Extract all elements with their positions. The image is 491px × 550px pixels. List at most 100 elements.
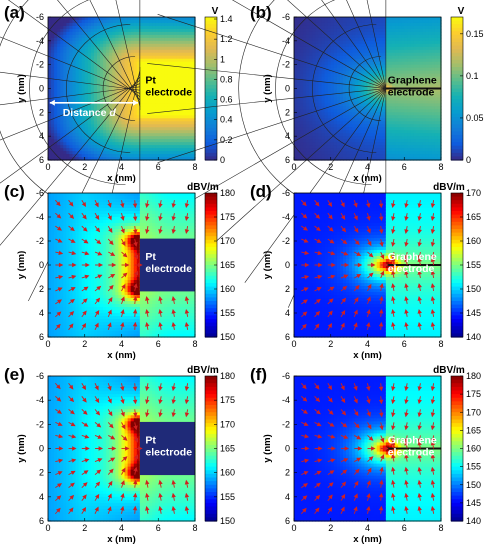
- y-tick-label: -2: [36, 60, 44, 70]
- colorbar-tick-label: 145: [466, 498, 481, 508]
- x-tick-label: 4: [119, 339, 124, 349]
- x-tick-label: 2: [328, 162, 333, 172]
- y-tick-label: 2: [39, 284, 44, 294]
- panel-label: (c): [4, 182, 25, 201]
- y-tick-label: -6: [282, 371, 290, 381]
- y-tick-label: -2: [282, 236, 290, 246]
- colorbar-tick-label: 165: [466, 212, 481, 222]
- y-tick-label: 4: [39, 492, 44, 502]
- x-axis-label: x (nm): [107, 350, 136, 361]
- colorbar-tick-label: 175: [220, 212, 235, 222]
- colorbar: 0 0.2 0.4 0.6 0.8 1 1.2 1.4V: [204, 6, 233, 165]
- heatmap: [48, 17, 196, 161]
- colorbar-tick-label: 160: [220, 468, 235, 478]
- x-tick-label: 0: [45, 339, 50, 349]
- colorbar-tick-label: 0.4: [220, 115, 233, 125]
- y-tick-label: -6: [36, 371, 44, 381]
- y-tick-label: 6: [285, 155, 290, 165]
- colorbar-tick-label: 0.1: [466, 71, 479, 81]
- y-tick-label: -4: [282, 36, 290, 46]
- y-tick-label: -6: [282, 12, 290, 22]
- y-tick-label: 4: [39, 131, 44, 141]
- colorbar-tick-label: 160: [220, 284, 235, 294]
- field-arrows: [55, 382, 190, 515]
- colorbar-tick-label: 160: [466, 236, 481, 246]
- heatmap: [294, 17, 442, 161]
- y-tick-label: 0: [285, 84, 290, 94]
- colorbar-tick-label: 1: [220, 54, 225, 64]
- y-tick-label: 6: [285, 332, 290, 342]
- x-tick-label: 6: [156, 339, 161, 349]
- colorbar-tick-label: 155: [220, 308, 235, 318]
- field-arrows: [301, 382, 436, 515]
- colorbar-tick-label: 0.8: [220, 74, 233, 84]
- colorbar-tick-label: 165: [220, 260, 235, 270]
- y-axis-label: y (nm): [262, 74, 273, 103]
- y-tick-label: -6: [36, 12, 44, 22]
- y-tick-label: -2: [36, 236, 44, 246]
- pt-electrode-block: [139, 238, 195, 292]
- colorbar-tick-label: 140: [466, 516, 481, 526]
- y-tick-label: 2: [285, 468, 290, 478]
- y-tick-label: 2: [285, 284, 290, 294]
- x-tick-label: 6: [156, 162, 161, 172]
- colorbar-unit: dBV/m: [187, 365, 219, 376]
- colorbar-tick-label: 180: [466, 371, 481, 381]
- x-tick-label: 0: [291, 339, 296, 349]
- y-tick-label: -2: [282, 60, 290, 70]
- y-tick-label: 0: [39, 260, 44, 270]
- colorbar-tick-label: 155: [466, 462, 481, 472]
- colorbar-tick-label: 165: [466, 425, 481, 435]
- colorbar-tick-label: 0.15: [466, 29, 484, 39]
- field-arrows: [55, 199, 190, 331]
- electrode-label: Pt electrode: [145, 75, 192, 99]
- y-tick-label: 4: [285, 308, 290, 318]
- panel-label: (a): [4, 3, 25, 22]
- colorbar-tick-label: 170: [466, 407, 481, 417]
- colorbar-tick-label: 180: [220, 371, 235, 381]
- x-tick-label: 6: [156, 523, 161, 533]
- y-tick-label: 6: [39, 155, 44, 165]
- x-tick-label: 8: [192, 339, 197, 349]
- colorbar-unit: V: [458, 6, 465, 17]
- colorbar-tick-label: 1.4: [220, 14, 233, 24]
- electrode-label: Graphene electrode: [388, 251, 437, 275]
- x-tick-label: 8: [438, 339, 443, 349]
- x-axis-label: x (nm): [107, 534, 136, 545]
- x-tick-label: 2: [82, 523, 87, 533]
- x-tick-label: 2: [82, 162, 87, 172]
- x-tick-label: 0: [291, 162, 296, 172]
- y-tick-label: -2: [36, 419, 44, 429]
- y-tick-label: -4: [36, 36, 44, 46]
- panel-label: (d): [250, 182, 272, 201]
- colorbar-tick-label: 170: [466, 188, 481, 198]
- x-tick-label: 4: [365, 339, 370, 349]
- colorbar-tick-label: 0: [220, 155, 225, 165]
- y-tick-label: -2: [282, 419, 290, 429]
- colorbar-unit: dBV/m: [433, 365, 465, 376]
- y-axis-label: y (nm): [16, 434, 27, 463]
- pt-electrode-block: [139, 421, 195, 476]
- x-tick-label: 0: [45, 162, 50, 172]
- x-tick-label: 6: [402, 523, 407, 533]
- x-tick-label: 4: [119, 162, 124, 172]
- y-tick-label: 6: [39, 516, 44, 526]
- colorbar-unit: dBV/m: [433, 182, 465, 193]
- y-tick-label: -6: [36, 188, 44, 198]
- colorbar-unit: V: [212, 6, 219, 17]
- y-tick-label: -4: [282, 212, 290, 222]
- colorbar-tick-label: 160: [466, 444, 481, 454]
- x-tick-label: 6: [402, 162, 407, 172]
- panel-label: (f): [250, 365, 267, 384]
- y-tick-label: 0: [39, 444, 44, 454]
- x-axis-label: x (nm): [353, 350, 382, 361]
- y-tick-label: 2: [39, 107, 44, 117]
